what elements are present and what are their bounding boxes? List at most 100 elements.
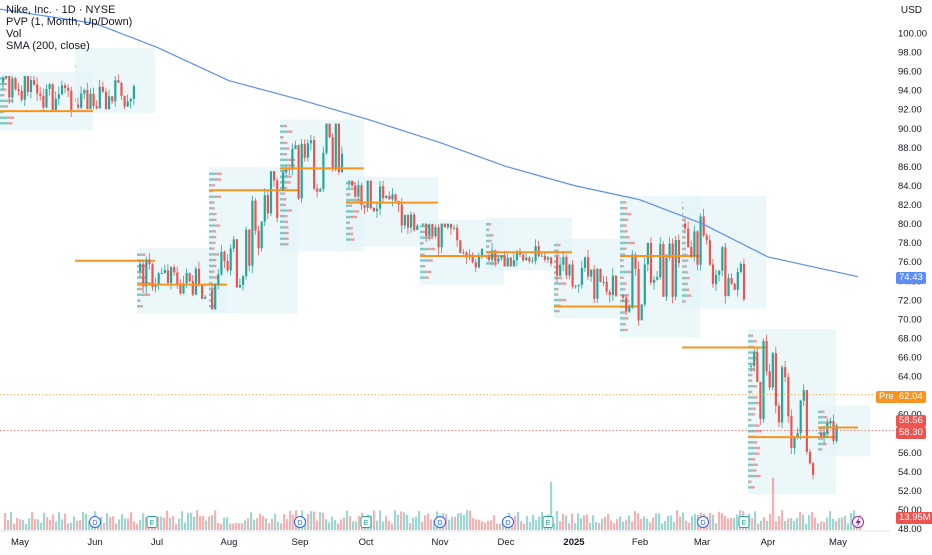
volume-bar [112,516,114,530]
volume-bar [730,518,732,530]
candle-body [762,341,764,419]
volume-bar [589,523,591,530]
volume-bar [847,523,849,530]
volume-bar [496,524,498,530]
profile-row-up [682,294,687,296]
profile-row-down [285,147,289,149]
volume-bar [694,514,696,530]
profile-row-down [426,271,431,273]
candle-body [456,228,458,241]
profile-row-down [213,259,216,261]
profile-row-down [754,452,759,454]
volume-bar [406,515,408,530]
symbol-title[interactable]: Nike, Inc. · 1D · NYSE [6,4,132,16]
x-tick-label: 2025 [563,537,585,548]
profile-row-up [682,271,685,273]
candle-body [706,235,708,240]
profile-row-up [75,99,76,101]
profile-row-up [137,288,140,290]
volume-bar [826,518,828,530]
candle-body [507,258,509,267]
profile-row-down [212,270,214,272]
volume-bar [202,516,204,530]
currency-label[interactable]: USD [901,5,922,16]
profile-row-down [213,213,216,215]
profile-row-down [687,294,691,296]
volume-bar [175,523,177,530]
volume-bar [817,523,819,530]
volume-bar [391,523,393,530]
profile-row-up [209,299,211,301]
volume-bar [103,523,105,530]
volume-bar [718,512,720,530]
x-tick-label: Oct [359,537,374,548]
candle-body [30,80,32,92]
profile-row-up [682,289,686,291]
profile-row-down [287,130,293,132]
candle-body [170,267,172,283]
profile-row-down [213,242,216,244]
volume-bar [49,520,51,530]
profile-row-up [748,357,753,359]
candle-body [270,171,272,213]
candle-body [313,140,315,188]
x-tick-label: Aug [221,537,238,548]
volume-bar [85,514,87,530]
candle-body [568,265,570,276]
profile-row-up [554,255,557,257]
y-tick-label: 96.00 [898,67,922,78]
profile-row-up [280,192,283,194]
candle-body [261,222,263,249]
profile-row-down [284,125,287,127]
volume-bar [838,518,840,530]
candle-body [535,246,537,261]
volume-bar [208,516,210,530]
profile-row-down [755,447,761,449]
profile-row-down [284,142,287,144]
candle-body [214,284,216,309]
profile-row-up [682,242,684,244]
indicator-vol-label[interactable]: Vol [6,28,132,40]
candle-body [718,271,720,275]
candle-body [538,246,540,256]
profile-row-down [489,223,491,225]
candle-body [753,352,755,366]
profile-row-up [554,288,556,290]
candle-body [599,269,601,282]
candle-body [759,382,761,419]
x-tick-label: Jul [151,537,163,548]
indicator-sma-label[interactable]: SMA (200, close) [6,40,132,52]
profile-row-up [280,209,287,211]
indicator-pvp-label[interactable]: PVP (1, Month, Up/Down) [6,16,132,28]
candle-body [176,272,178,285]
candle-body [734,284,736,290]
profile-row-up [682,248,684,250]
volume-bar [658,514,660,530]
volume-bar [331,517,333,530]
profile-row-up [0,94,3,96]
volume-bar [184,522,186,530]
candle-body [425,224,427,236]
volume-bar [37,519,39,530]
candle-body [513,260,515,266]
candle-body [385,196,387,198]
dividend-marker-label: D [437,518,443,527]
candle-body [544,256,546,260]
candle-body [590,270,592,277]
profile-row-up [748,335,751,337]
volume-bar [205,521,207,530]
y-tick-label: 68.00 [898,333,922,344]
candle-body [793,437,795,448]
volume-bar [604,517,606,530]
candle-body [316,189,318,192]
profile-row-down [625,294,629,296]
profile-row-down [8,116,14,118]
volume-bar [610,521,612,530]
earnings-marker-label: E [363,518,368,527]
profile-row-down [285,232,289,234]
profile-row-up [620,207,624,209]
volume-bar [616,519,618,530]
profile-row-down [684,236,686,238]
